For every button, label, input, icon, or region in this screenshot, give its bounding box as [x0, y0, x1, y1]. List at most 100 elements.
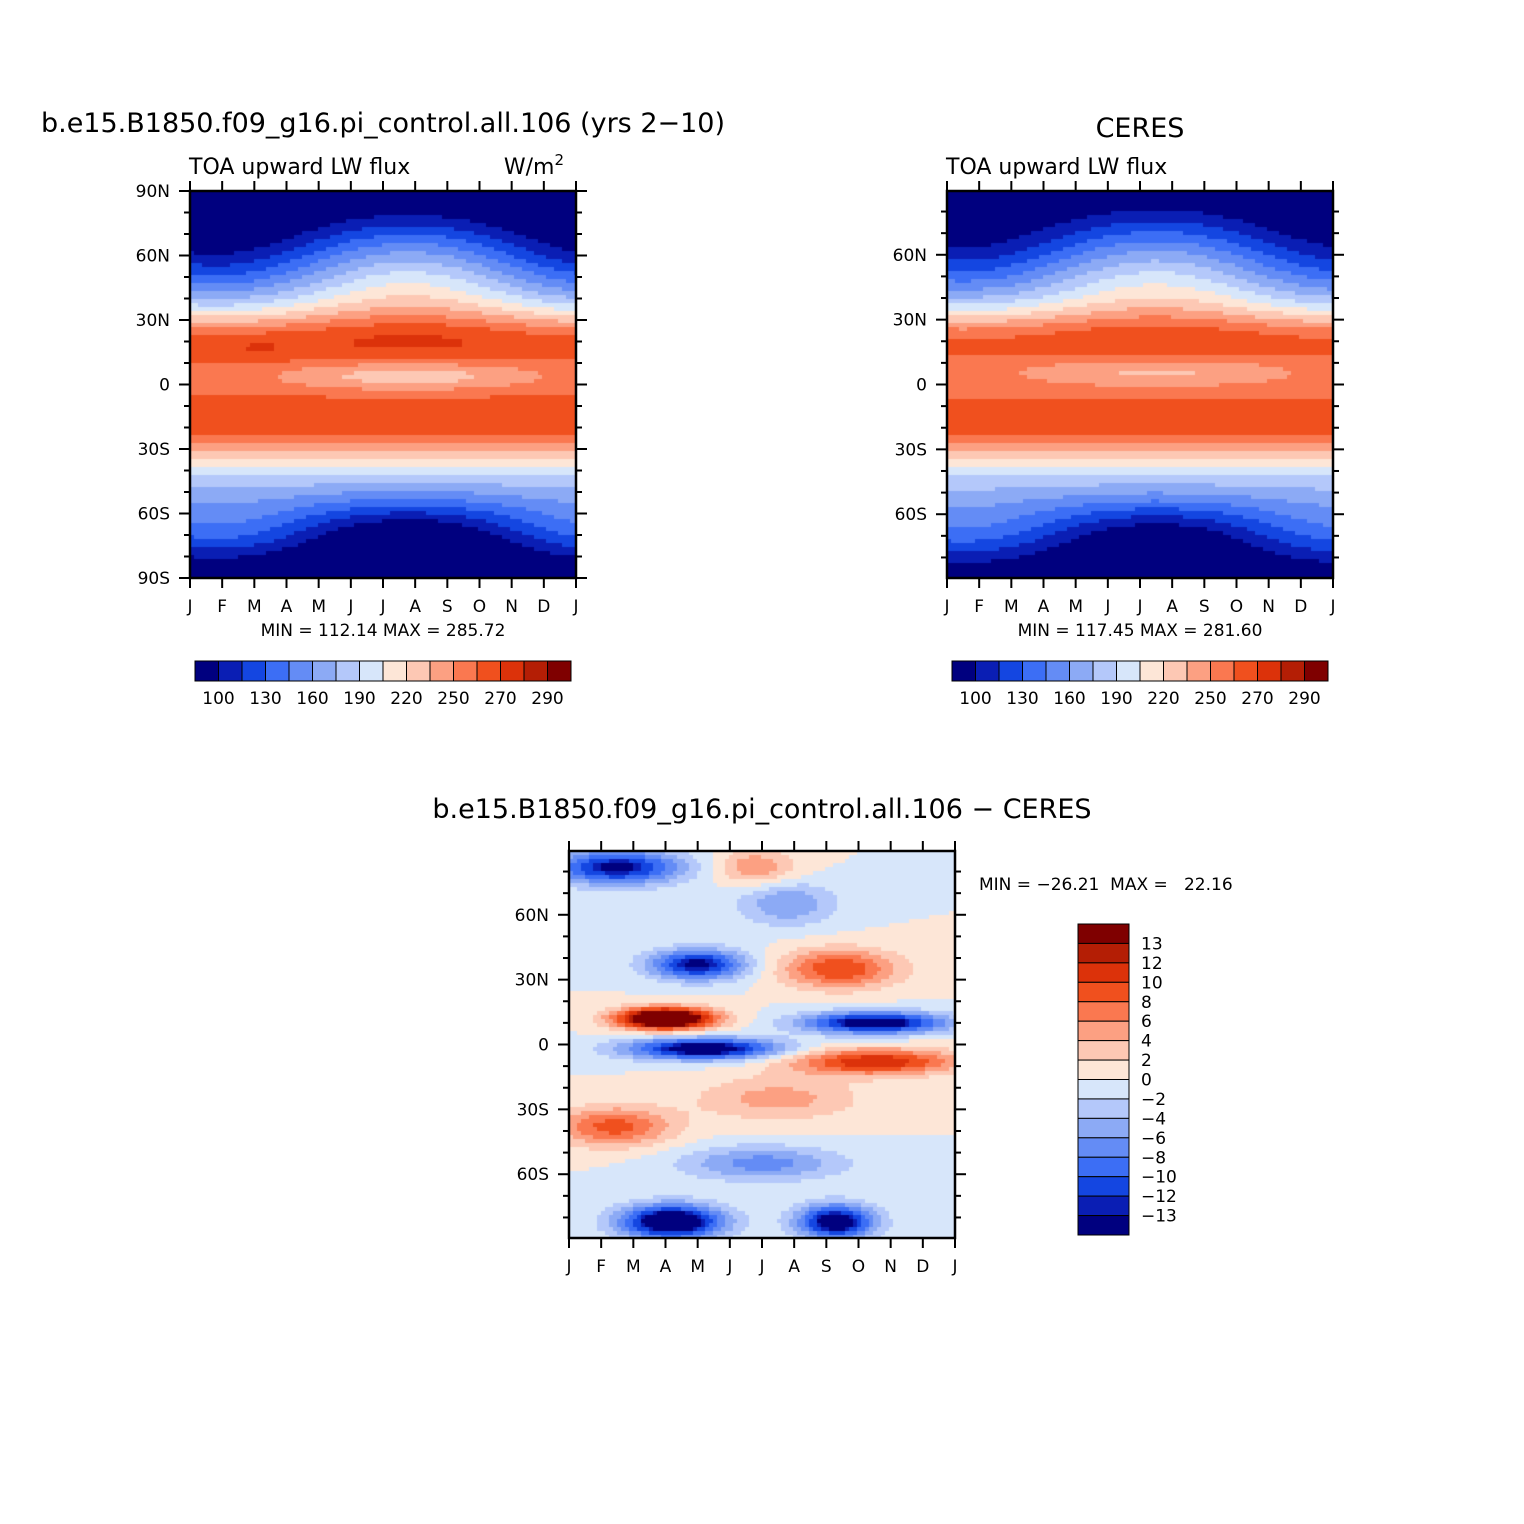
difference-x-tick-label: J — [758, 1257, 764, 1277]
ceres-colorbar-swatch — [1022, 660, 1047, 682]
difference-colorbar-label: −12 — [1141, 1187, 1177, 1207]
model-y-tick-label: 30N — [136, 311, 170, 331]
model-colorbar-swatch — [429, 660, 454, 682]
difference-colorbar-swatch — [1077, 1079, 1130, 1100]
model-colorbar-swatch — [453, 660, 478, 682]
model-colorbar-swatch — [500, 660, 525, 682]
model-colorbar-label: 290 — [531, 689, 563, 709]
ceres-colorbar-swatch — [1280, 660, 1305, 682]
model-colorbar: 100 130 160 190 220 250 270 290 — [194, 660, 572, 709]
difference-colorbar-swatch — [1077, 1156, 1130, 1178]
model-y-tick-label: 60S — [138, 505, 170, 525]
model-colorbar-swatch — [476, 660, 501, 682]
ceres-y-tick-label: 60N — [893, 246, 927, 266]
model-panel-units-label: W/m2 — [504, 151, 564, 180]
model-y-tick-label: 60N — [136, 247, 170, 267]
model-x-tick-label: M — [311, 597, 326, 617]
difference-x-tick-label: D — [916, 1257, 929, 1277]
ceres-x-tick-label: O — [1230, 597, 1243, 617]
ceres-colorbar-swatch — [1045, 660, 1070, 682]
ceres-colorbar-label: 220 — [1147, 689, 1179, 709]
difference-colorbar-swatch — [1077, 1059, 1130, 1080]
difference-colorbar-swatch — [1077, 942, 1130, 964]
ceres-colorbar-swatch — [1186, 660, 1211, 682]
ceres-colorbar-label: 270 — [1241, 689, 1273, 709]
ceres-colorbar-label: 290 — [1288, 689, 1320, 709]
difference-colorbar-swatch — [1077, 1195, 1130, 1217]
model-colorbar-label: 100 — [202, 689, 234, 709]
difference-colorbar-label: 2 — [1141, 1051, 1152, 1071]
model-y-tick-label: 0 — [159, 376, 170, 396]
difference-colorbar-label: 12 — [1141, 954, 1163, 974]
ceres-colorbar: 100 130 160 190 220 250 270 290 — [951, 660, 1329, 709]
difference-colorbar-label: 4 — [1141, 1032, 1152, 1052]
model-x-tick-label: M — [247, 597, 262, 617]
model-min-max-label: MIN = 112.14 MAX = 285.72 — [261, 621, 506, 641]
difference-x-tick-label: O — [852, 1257, 865, 1277]
difference-x-tick-label: J — [565, 1257, 571, 1277]
difference-colorbar-swatch — [1077, 981, 1130, 1003]
ceres-x-tick-label: J — [943, 597, 949, 617]
model-colorbar-label: 270 — [484, 689, 516, 709]
model-x-tick-label: A — [281, 597, 293, 617]
ceres-panel-variable-label: TOA upward LW flux — [945, 155, 1167, 180]
difference-y-tick-label: 30N — [515, 971, 549, 991]
difference-min-max-label: MIN = −26.21 MAX = 22.16 — [979, 875, 1233, 895]
difference-x-tick-label: S — [821, 1257, 832, 1277]
model-colorbar-swatch — [335, 660, 360, 682]
ceres-x-tick-label: S — [1199, 597, 1210, 617]
model-y-tick-label: 30S — [138, 440, 170, 460]
model-colorbar-swatch — [241, 660, 266, 682]
model-x-tick-label: O — [473, 597, 486, 617]
difference-colorbar-label: −2 — [1141, 1090, 1166, 1110]
difference-colorbar-swatch — [1077, 1215, 1130, 1236]
difference-colorbar-label: −10 — [1141, 1168, 1177, 1188]
difference-colorbar-swatch — [1077, 1098, 1130, 1119]
model-colorbar-swatch — [382, 660, 407, 682]
ceres-colorbar-swatch — [1210, 660, 1235, 682]
ceres-y-tick-label: 30N — [893, 311, 927, 331]
difference-colorbar-label: −8 — [1141, 1148, 1166, 1168]
ceres-x-tick-label: M — [1004, 597, 1019, 617]
difference-colorbar-label: −4 — [1141, 1109, 1166, 1129]
ceres-colorbar-swatch — [1163, 660, 1188, 682]
ceres-colorbar-swatch — [1257, 660, 1282, 682]
difference-colorbar-label: 13 — [1141, 934, 1163, 954]
difference-y-tick-label: 60N — [515, 906, 549, 926]
ceres-colorbar-swatch — [998, 660, 1023, 682]
ceres-colorbar-swatch — [1069, 660, 1094, 682]
model-x-tick-label: F — [217, 597, 227, 617]
difference-x-tick-label: M — [690, 1257, 705, 1277]
ceres-y-tick-label: 60S — [895, 505, 927, 525]
ceres-colorbar-label: 100 — [959, 689, 991, 709]
model-colorbar-label: 250 — [437, 689, 469, 709]
ceres-x-tick-label: N — [1262, 597, 1275, 617]
ceres-panel: CERES TOA upward LW flux J F M A M J J A S O N D J60… — [893, 113, 1344, 709]
difference-colorbar-swatch — [1077, 962, 1130, 983]
difference-colorbar-label: 8 — [1141, 993, 1152, 1013]
ceres-colorbar-label: 190 — [1100, 689, 1132, 709]
difference-colorbar-label: 0 — [1141, 1071, 1152, 1091]
model-colorbar-swatch — [523, 660, 548, 682]
model-colorbar-label: 130 — [249, 689, 281, 709]
ceres-colorbar-label: 250 — [1194, 689, 1226, 709]
model-colorbar-label: 220 — [390, 689, 422, 709]
ceres-colorbar-swatch — [1304, 660, 1329, 682]
difference-x-tick-label: A — [788, 1257, 800, 1277]
ceres-x-tick-label: J — [1136, 597, 1142, 617]
ceres-contour-fill — [947, 191, 1333, 578]
difference-x-tick-label: A — [660, 1257, 672, 1277]
model-x-tick-label: J — [572, 597, 578, 617]
ceres-x-tick-label: D — [1294, 597, 1307, 617]
ceres-x-tick-label: J — [1104, 597, 1110, 617]
difference-y-tick-label: 0 — [538, 1036, 549, 1056]
model-x-tick-label: D — [537, 597, 550, 617]
model-colorbar-swatch — [406, 660, 431, 682]
ceres-colorbar-swatch — [1139, 660, 1164, 682]
ceres-colorbar-label: 160 — [1053, 689, 1085, 709]
difference-colorbar-swatch — [1077, 1020, 1130, 1042]
